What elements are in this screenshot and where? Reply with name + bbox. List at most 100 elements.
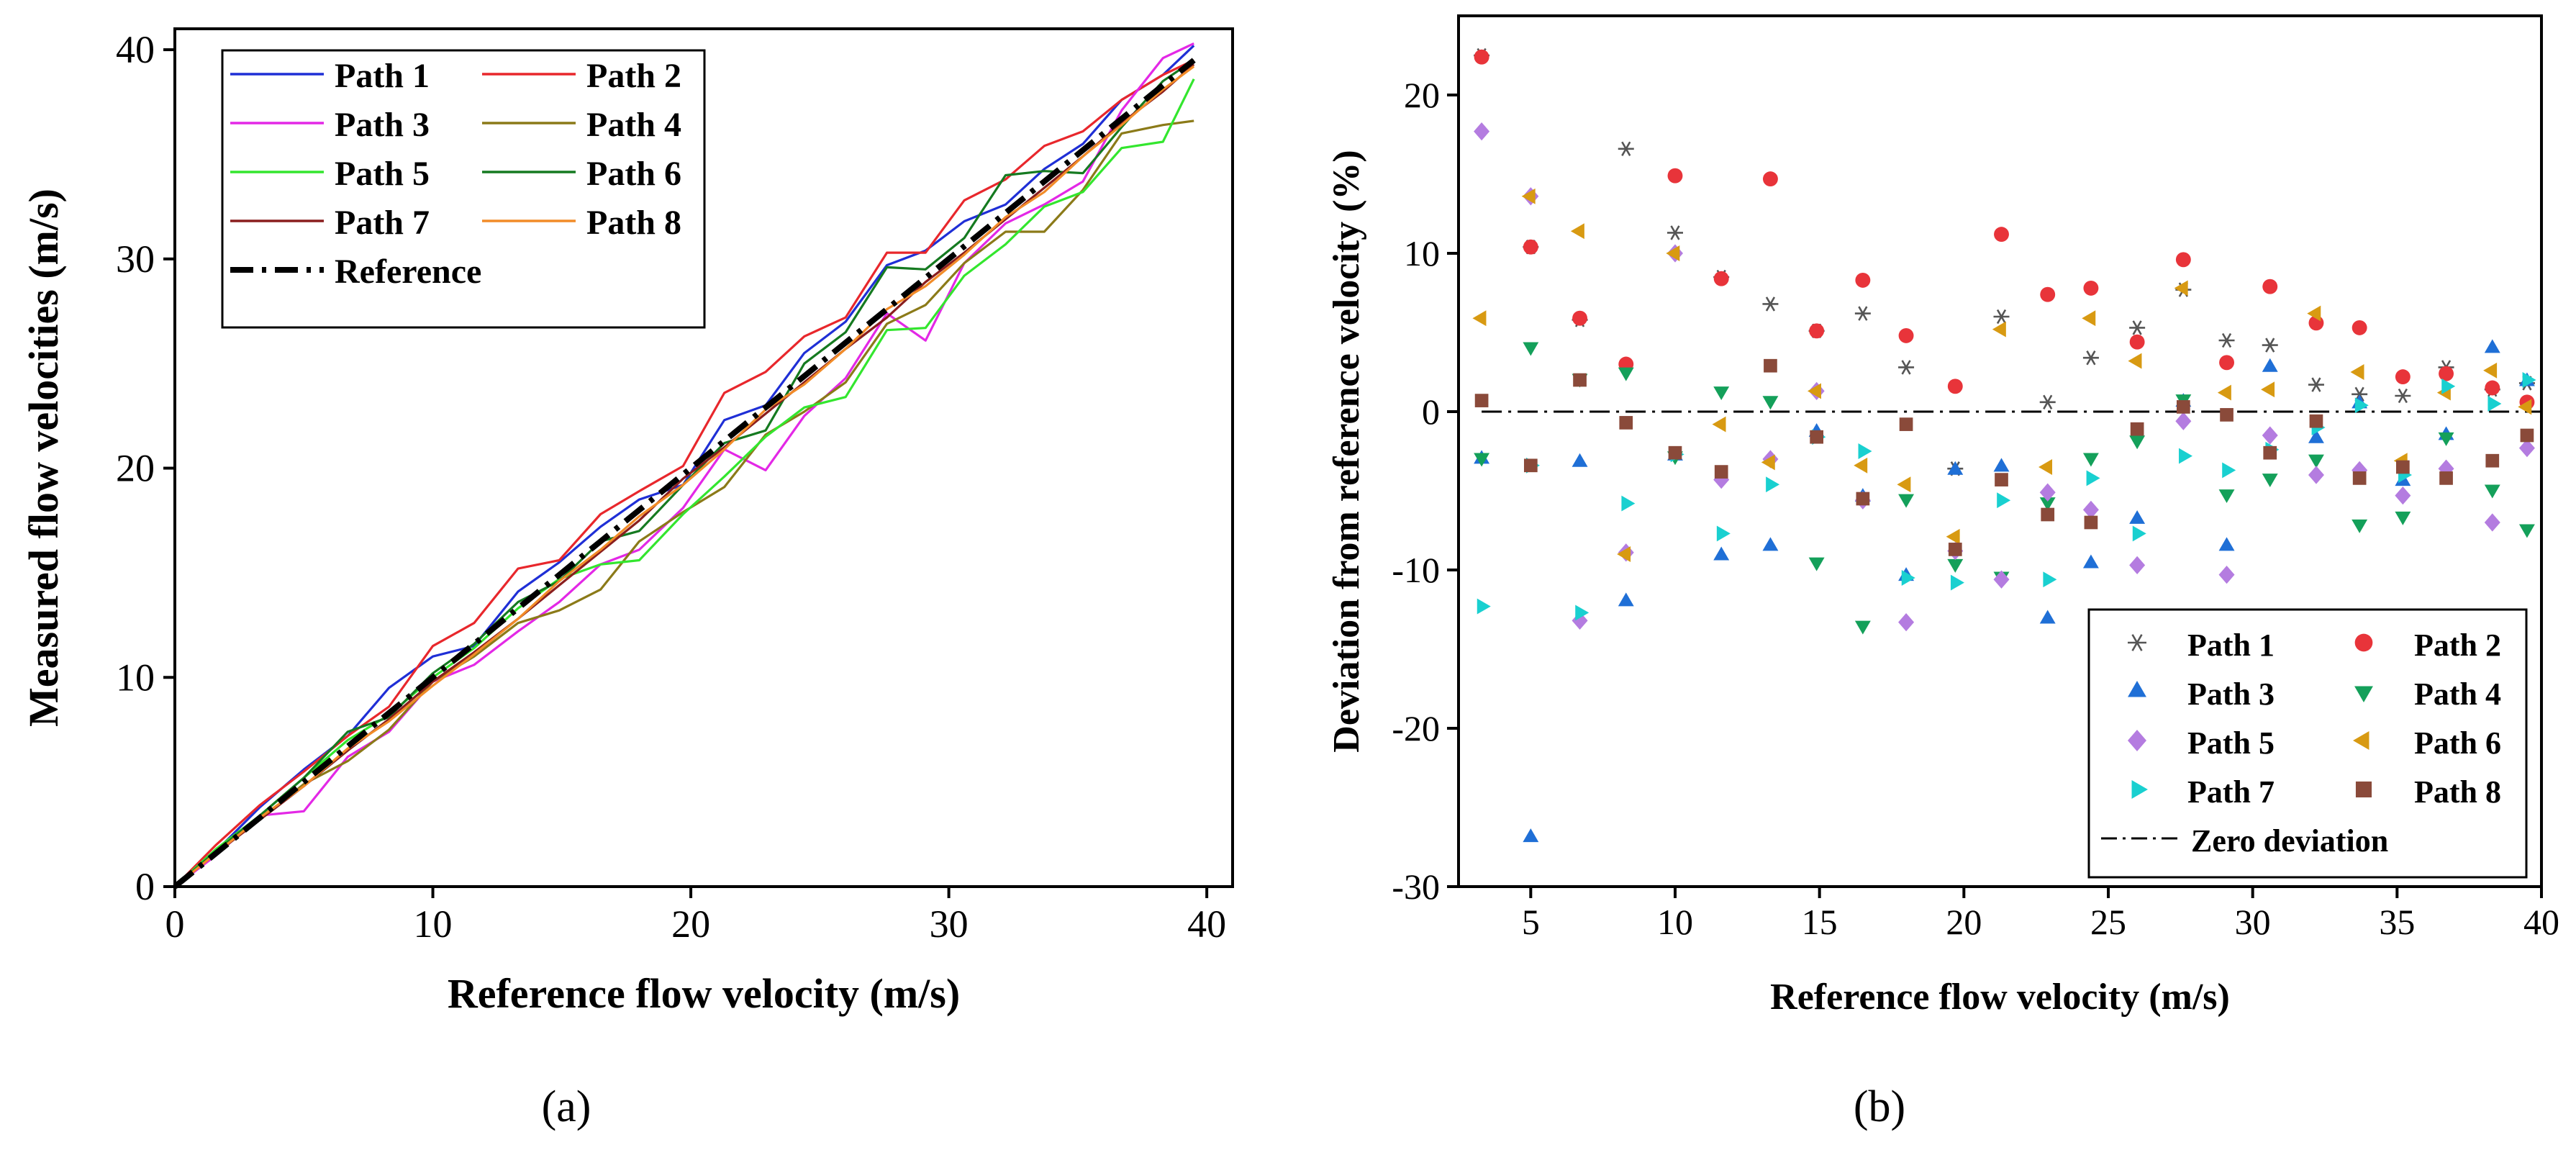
point-path-5 bbox=[2518, 438, 2535, 458]
point-path-1 bbox=[1762, 296, 1779, 312]
point-path-1-stroke bbox=[1901, 360, 1911, 375]
point-path-1-stroke bbox=[1996, 309, 2007, 325]
y-tick-label: -20 bbox=[1392, 708, 1440, 748]
point-path-2 bbox=[1898, 327, 1914, 343]
point-path-1 bbox=[2262, 338, 2278, 353]
point-path-7 bbox=[2354, 397, 2369, 414]
point-path-3 bbox=[2218, 537, 2235, 551]
point-path-6 bbox=[1521, 188, 1536, 204]
point-path-8 bbox=[2520, 428, 2534, 443]
point-path-2 bbox=[1713, 271, 1729, 286]
point-path-6 bbox=[1946, 528, 1960, 545]
point-path-1-stroke bbox=[2265, 338, 2275, 353]
point-path-1 bbox=[2082, 350, 2099, 366]
point-path-3 bbox=[2129, 510, 2146, 524]
line-reference bbox=[173, 58, 1196, 889]
legend-box bbox=[221, 49, 706, 329]
point-path-2 bbox=[2175, 252, 2191, 268]
panel-b-y-ticks: -30 -20 -10 0 10 20 bbox=[1392, 75, 1459, 907]
point-path-4 bbox=[2484, 484, 2500, 499]
point-path-2 bbox=[2351, 320, 2367, 335]
legend-label-path-3: Path 3 bbox=[335, 106, 430, 144]
point-path-7 bbox=[1997, 492, 2011, 509]
legend-label-path-2: Path 2 bbox=[586, 57, 681, 95]
point-path-6 bbox=[1712, 416, 1726, 433]
legend-label-path-1: Path 1 bbox=[2187, 628, 2275, 663]
panel-a-plot-frame bbox=[173, 27, 1234, 888]
point-path-8 bbox=[1714, 465, 1728, 479]
point-path-5 bbox=[1474, 122, 1490, 141]
point-path-4 bbox=[2395, 511, 2411, 525]
point-path-2 bbox=[1572, 310, 1588, 326]
point-path-1-stroke bbox=[2398, 388, 2408, 404]
point-path-6 bbox=[1666, 245, 1680, 261]
point-path-6 bbox=[2518, 399, 2532, 415]
panel-b-plot-frame bbox=[1457, 14, 2543, 888]
point-path-4 bbox=[2129, 435, 2146, 450]
point-path-2 bbox=[1667, 168, 1683, 184]
point-path-8 bbox=[1619, 416, 1633, 430]
y-tick-label: 10 bbox=[1404, 233, 1440, 273]
point-path-4 bbox=[2218, 489, 2235, 504]
point-path-2 bbox=[2439, 366, 2454, 381]
legend-marker-path-3 bbox=[2128, 681, 2146, 697]
point-path-1-stroke bbox=[1670, 225, 1680, 240]
legend-marker-path-7 bbox=[2131, 780, 2148, 799]
point-path-8 bbox=[2220, 408, 2233, 422]
point-path-4 bbox=[2438, 432, 2454, 446]
legend-label-path-4: Path 4 bbox=[2414, 676, 2501, 712]
point-path-7 bbox=[2222, 462, 2236, 479]
point-path-8 bbox=[2309, 414, 2323, 428]
point-path-4 bbox=[1854, 620, 1871, 635]
y-tick-label: -10 bbox=[1392, 550, 1440, 590]
x-tick-label: 25 bbox=[2090, 902, 2126, 942]
point-path-3 bbox=[2082, 554, 2099, 569]
point-path-5 bbox=[2484, 513, 2500, 532]
x-tick-label: 40 bbox=[2523, 902, 2559, 942]
panel-b-x-axis-title: Reference flow velocity (m/s) bbox=[1770, 977, 2230, 1018]
point-path-7 bbox=[1575, 605, 1589, 621]
legend-marker-path-8 bbox=[2355, 781, 2372, 798]
point-path-1 bbox=[2395, 388, 2411, 404]
point-path-7 bbox=[2043, 571, 2057, 588]
point-path-1 bbox=[1667, 225, 1683, 240]
point-path-7 bbox=[1477, 598, 1491, 615]
y-tick-label: 20 bbox=[116, 447, 155, 490]
legend-label-path-7: Path 7 bbox=[2187, 774, 2275, 810]
point-path-2 bbox=[1523, 239, 1538, 255]
x-tick-label: 20 bbox=[1946, 902, 1982, 942]
point-path-3 bbox=[2484, 339, 2500, 353]
y-tick-label: 20 bbox=[1404, 75, 1440, 115]
panel-b-label: (b) bbox=[1854, 1082, 1905, 1131]
point-path-3 bbox=[1713, 546, 1730, 561]
point-path-2 bbox=[2395, 369, 2411, 385]
point-path-3 bbox=[1572, 453, 1588, 467]
point-path-8 bbox=[1899, 417, 1913, 431]
point-path-3 bbox=[2308, 429, 2324, 443]
point-path-7 bbox=[1766, 476, 1780, 493]
point-path-7 bbox=[2487, 396, 2502, 412]
point-path-1-stroke bbox=[2221, 332, 2232, 348]
point-path-5 bbox=[2175, 412, 2192, 430]
point-path-4 bbox=[2308, 454, 2324, 468]
panel-b-y-axis-title: Deviation from reference velocity (%) bbox=[1326, 150, 1367, 752]
point-path-4 bbox=[2351, 519, 2368, 533]
series-path-5 bbox=[1474, 122, 2535, 632]
point-path-1 bbox=[1898, 360, 1915, 375]
point-path-6 bbox=[2350, 364, 2364, 380]
point-path-6 bbox=[2483, 362, 2498, 379]
point-path-8 bbox=[2352, 471, 2367, 485]
point-path-2 bbox=[2485, 380, 2500, 396]
point-path-6 bbox=[1617, 546, 1631, 562]
panel-a: 0 10 20 30 40 0 10 20 30 40 Reference flow veloc… bbox=[20, 27, 1234, 1131]
point-path-2 bbox=[2083, 280, 2099, 296]
point-path-8 bbox=[2130, 422, 2144, 436]
point-path-1-stroke bbox=[1621, 141, 1631, 156]
point-path-5 bbox=[2262, 426, 2278, 445]
point-path-1 bbox=[2039, 394, 2056, 409]
point-path-2 bbox=[1762, 171, 1778, 187]
point-path-7 bbox=[2522, 372, 2536, 388]
panel-a-series-lines bbox=[173, 42, 1196, 889]
point-path-1-stroke bbox=[1858, 306, 1868, 321]
